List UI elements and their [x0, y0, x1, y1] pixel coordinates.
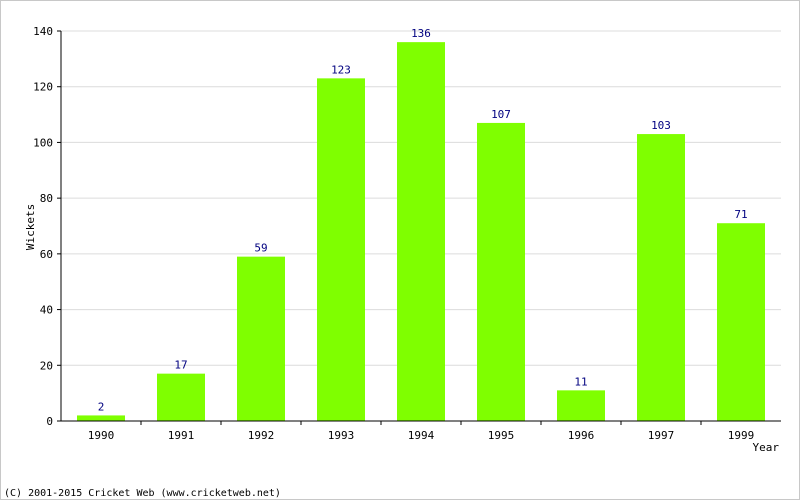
bar [637, 134, 685, 422]
bar-group [77, 42, 765, 422]
bar-value-label: 2 [98, 400, 105, 413]
bar-value-label: 71 [734, 208, 747, 221]
bar [717, 223, 765, 421]
bar [317, 78, 365, 421]
bar [237, 256, 285, 421]
x-tick-label: 1995 [488, 429, 515, 442]
bar-value-label: 59 [254, 242, 267, 255]
x-tick-label: 1993 [328, 429, 355, 442]
y-tick-label: 20 [40, 359, 53, 372]
x-tick-label: 1994 [408, 429, 435, 442]
bar [557, 390, 605, 421]
y-tick-label: 120 [33, 81, 53, 94]
x-tick-label: 1990 [88, 429, 115, 442]
bar-value-label: 123 [331, 63, 351, 76]
y-tick-label: 60 [40, 248, 53, 261]
y-tick-label: 0 [46, 415, 53, 428]
bar [157, 373, 205, 421]
x-tick-label: 1996 [568, 429, 595, 442]
bar-value-label: 136 [411, 27, 431, 40]
y-tick-label: 140 [33, 25, 53, 38]
y-axis-label: Wickets [24, 204, 37, 250]
bar [397, 42, 445, 422]
x-tick-labels: 1990 1991 1992 1993 1994 1995 1996 1997 1999 [88, 429, 755, 442]
y-tick-labels: 0 20 40 60 80 100 120 140 [33, 25, 53, 428]
bar-value-label: 11 [574, 375, 587, 388]
x-tick-label: 1997 [648, 429, 675, 442]
axes [57, 30, 781, 425]
x-tick-label: 1999 [728, 429, 755, 442]
y-tick-label: 80 [40, 192, 53, 205]
x-tick-label: 1991 [168, 429, 195, 442]
bar [77, 415, 125, 421]
value-labels: 2 17 59 123 136 107 11 103 71 [98, 27, 748, 413]
x-axis-label: Year [753, 441, 780, 454]
bar-value-label: 103 [651, 119, 671, 132]
x-tick-label: 1992 [248, 429, 275, 442]
bar-value-label: 107 [491, 108, 511, 121]
y-tick-label: 100 [33, 136, 53, 149]
y-tick-label: 40 [40, 304, 53, 317]
bar [477, 122, 525, 421]
bar-value-label: 17 [174, 359, 187, 372]
copyright-text: (C) 2001-2015 Cricket Web (www.cricketwe… [4, 488, 281, 499]
